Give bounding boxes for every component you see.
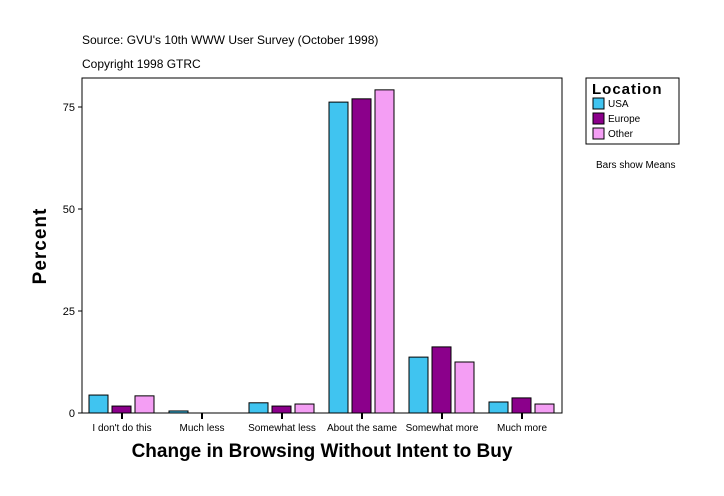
bar-europe: [111, 405, 132, 414]
chart-subtitle: Copyright 1998 GTRC: [82, 57, 201, 71]
legend-label: Other: [608, 129, 634, 140]
bar-europe: [431, 346, 452, 414]
bar-usa: [408, 356, 429, 414]
bar-other: [294, 403, 315, 414]
bar-other: [374, 89, 395, 414]
bars-note: Bars show Means: [596, 160, 675, 171]
bar-other: [534, 403, 555, 414]
y-axis: 0 25 50 75: [63, 102, 82, 420]
bar-europe: [511, 397, 532, 414]
legend-swatch: [592, 112, 605, 125]
bar-usa: [88, 394, 109, 414]
bar-europe: [351, 98, 372, 414]
x-axis-label: Change in Browsing Without Intent to Buy: [132, 441, 513, 462]
x-tick-label: Much less: [179, 423, 224, 434]
x-tick-label: Somewhat more: [406, 423, 479, 434]
x-tick-label: I don't do this: [92, 423, 151, 434]
bar-other: [454, 361, 475, 414]
plot-area: [81, 77, 563, 414]
x-tick-label: About the same: [327, 423, 397, 434]
bars: [88, 89, 555, 414]
legend-label: Europe: [608, 114, 641, 125]
y-axis-label: Percent: [30, 208, 51, 285]
legend-swatch: [592, 97, 605, 110]
legend-title: Location: [592, 81, 663, 98]
legend: Location USA Europe Other: [585, 77, 680, 145]
chart-title: Source: GVU's 10th WWW User Survey (Octo…: [82, 33, 378, 47]
y-tick-label: 75: [63, 102, 75, 114]
bar-usa: [168, 410, 189, 414]
x-tick-label: Somewhat less: [248, 423, 316, 434]
bar-usa: [488, 401, 509, 414]
bar-usa: [248, 402, 269, 414]
y-tick-label: 25: [63, 306, 75, 318]
bar-other: [134, 395, 155, 414]
x-tick-label: Much more: [497, 423, 547, 434]
y-tick-label: 50: [63, 204, 75, 216]
legend-swatch: [592, 127, 605, 140]
y-tick-label: 0: [69, 408, 75, 420]
bar-usa: [328, 101, 349, 414]
legend-label: USA: [608, 99, 629, 110]
x-axis: I don't do this Much less Somewhat less Abo…: [92, 413, 547, 434]
bar-europe: [271, 405, 292, 414]
